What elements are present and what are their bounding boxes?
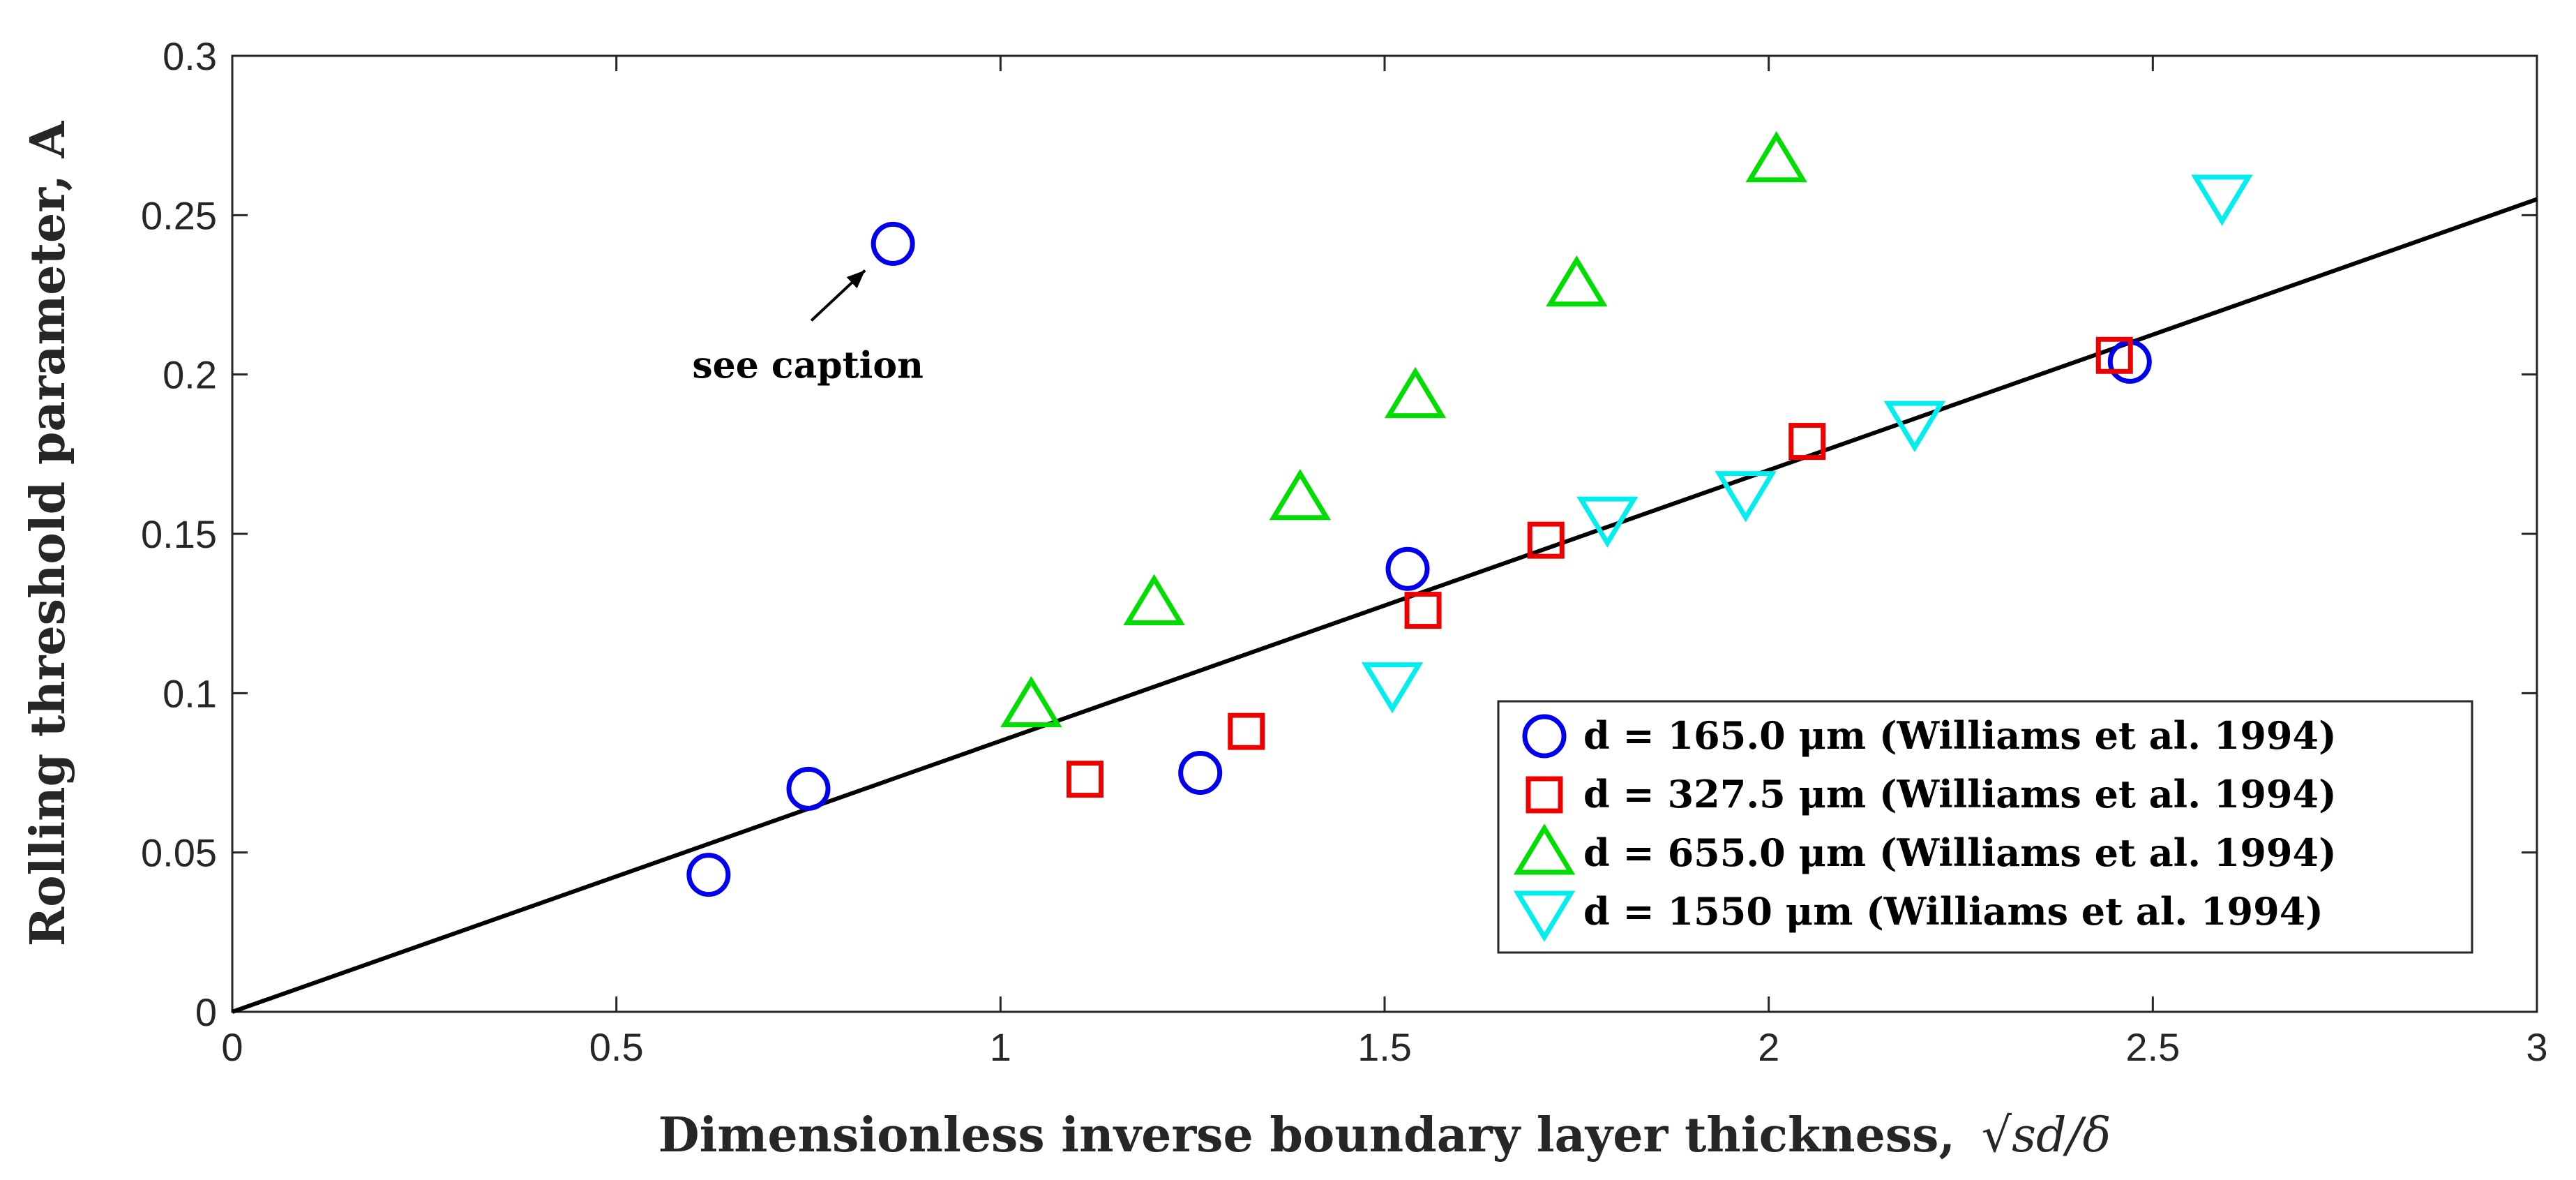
legend-label: d = 165.0 μm (Williams et al. 1994) <box>1583 713 2337 758</box>
data-point-triangle-up <box>1745 130 1807 183</box>
y-tick-label: 0.1 <box>163 671 217 715</box>
legend-label: d = 1550 μm (Williams et al. 1994) <box>1583 889 2323 934</box>
data-point-triangle-down <box>2191 174 2253 226</box>
x-tick-label: 0.5 <box>589 1025 644 1069</box>
y-tick-label: 0.3 <box>163 34 217 78</box>
data-point-circle <box>1178 751 1223 795</box>
data-point-circle <box>686 853 731 897</box>
data-point-triangle-down <box>1576 496 1639 548</box>
data-point-triangle-up <box>1384 366 1447 419</box>
axis-ticks: 0 0.5 1 1.5 2 2.5 3 0 0.05 0.1 0.15 0.2 0.25 0.3 <box>141 34 2548 1069</box>
legend-label: d = 327.5 μm (Williams et al. 1994) <box>1583 772 2337 816</box>
x-tick-label: 3 <box>2526 1025 2547 1069</box>
legend-label: d = 655.0 μm (Williams et al. 1994) <box>1583 830 2337 875</box>
x-axis-label-text: Dimensionless inverse boundary layer thi… <box>658 1107 1956 1163</box>
y-tick-label: 0.25 <box>141 193 217 237</box>
x-tick-label: 2 <box>1758 1025 1779 1069</box>
data-point-triangle-up <box>1546 255 1608 307</box>
data-point-triangle-down <box>1715 471 1777 523</box>
y-axis-label: Rolling threshold parameter, A <box>20 121 76 947</box>
x-axis-label: Dimensionless inverse boundary layer thi… <box>658 1107 2111 1163</box>
data-point-square <box>1066 761 1104 798</box>
data-point-triangle-down <box>1883 401 1946 452</box>
data-point-square <box>1527 521 1565 559</box>
data-point-square <box>1788 423 1826 461</box>
annotation-group: see caption <box>692 269 924 387</box>
legend-marker-circle <box>1522 714 1567 759</box>
data-point-triangle-down <box>1361 662 1424 714</box>
x-tick-label: 0 <box>221 1025 243 1069</box>
y-tick-label: 0 <box>195 990 217 1034</box>
data-point-circle <box>1385 546 1430 591</box>
annotation-text: see caption <box>692 344 924 387</box>
data-point-triangle-up <box>1269 468 1332 521</box>
x-axis-label-math: √sd/δ <box>1982 1108 2111 1163</box>
x-tick-label: 2.5 <box>2125 1025 2180 1069</box>
data-point-circle <box>786 766 831 811</box>
data-point-triangle-up <box>1000 675 1062 728</box>
legend-marker-square <box>1526 776 1563 814</box>
data-point-triangle-up <box>1123 574 1185 625</box>
legend: d = 165.0 μm (Williams et al. 1994) d = 3… <box>1497 700 2473 954</box>
x-tick-label: 1.5 <box>1357 1025 1412 1069</box>
annotation-arrow-head <box>846 270 866 289</box>
x-tick-label: 1 <box>990 1025 1011 1069</box>
fit-line <box>232 197 2538 1014</box>
y-tick-label: 0.2 <box>163 353 217 397</box>
legend-marker-triangle-up <box>1513 823 1576 875</box>
legend-box <box>1497 700 2473 954</box>
data-markers <box>686 130 2253 897</box>
data-point-square <box>1404 592 1442 629</box>
legend-marker-triangle-down <box>1513 890 1576 942</box>
y-tick-label: 0.05 <box>141 831 217 875</box>
data-point-circle <box>871 221 915 266</box>
y-tick-label: 0.15 <box>141 512 217 556</box>
data-point-square <box>1228 712 1265 750</box>
fit-line-group <box>232 197 2538 1014</box>
data-point-square <box>2095 336 2133 374</box>
